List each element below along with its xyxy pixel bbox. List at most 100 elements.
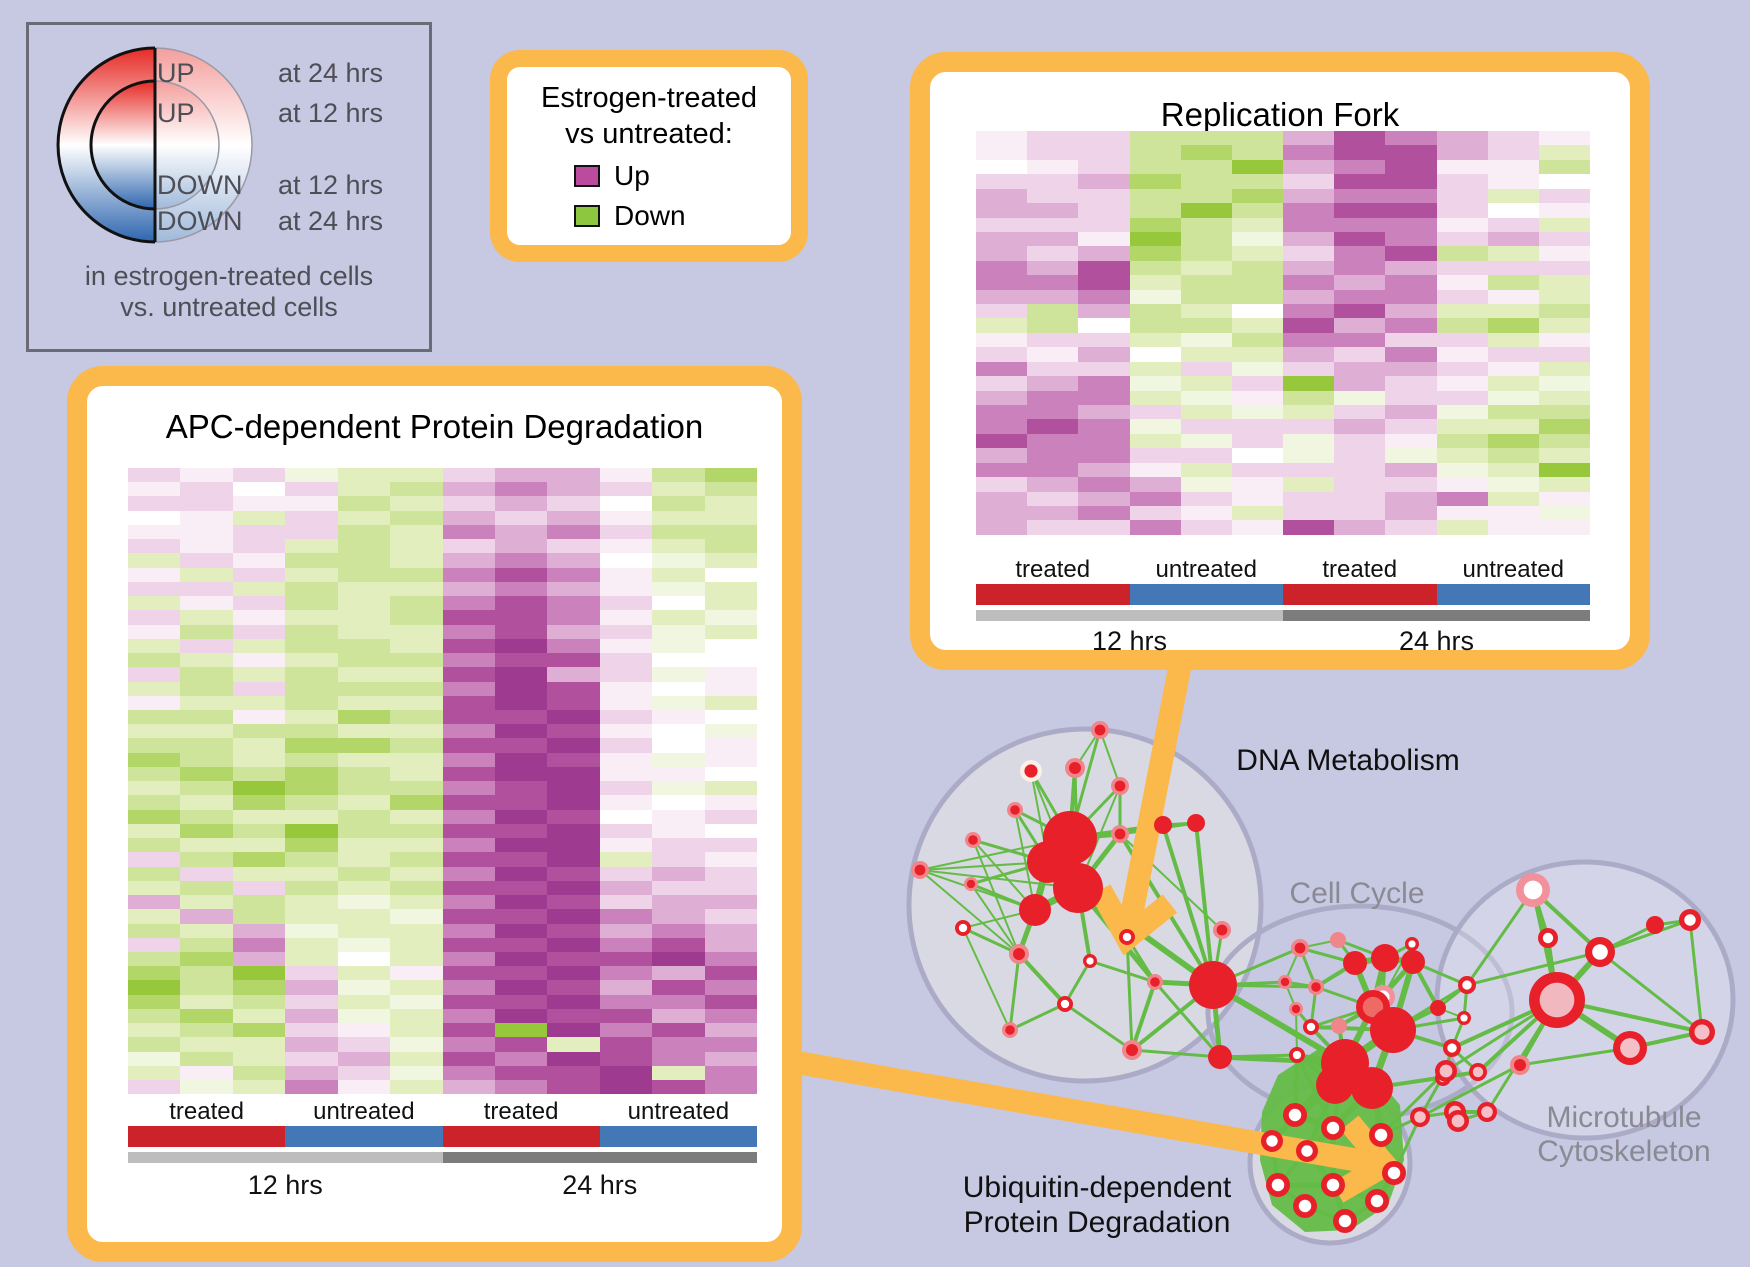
network-edge <box>962 927 1011 1031</box>
network-edge <box>1304 1062 1348 1152</box>
network-node <box>1369 1123 1393 1147</box>
network-node <box>1451 1114 1465 1128</box>
down-color-swatch-icon <box>574 205 600 227</box>
apc-time-labels: 12 hrs 24 hrs <box>128 1170 757 1201</box>
network-node <box>1122 932 1132 942</box>
network-node <box>1213 921 1231 939</box>
network-edge <box>1341 1059 1376 1092</box>
network-node <box>1024 764 1038 778</box>
network-edge <box>1309 986 1318 1028</box>
network-node <box>1321 1173 1345 1197</box>
replication-fork-title: Replication Fork <box>1160 96 1400 133</box>
network-edge <box>1384 955 1414 965</box>
network-edge <box>1485 999 1559 1113</box>
network-edge <box>1384 942 1413 960</box>
network-node <box>966 879 976 889</box>
replication-fork-heatmap <box>976 131 1591 535</box>
network-edge <box>972 839 1020 955</box>
network-edge <box>1219 1053 1298 1059</box>
network-node <box>1438 1073 1448 1083</box>
network-edge <box>972 838 1049 864</box>
network-edge <box>1154 979 1214 988</box>
network-node <box>1311 982 1321 992</box>
network-edge <box>1330 1184 1348 1222</box>
network-edge <box>1462 984 1469 1019</box>
arrow-shaft <box>1118 663 1192 925</box>
network-edge <box>1293 1083 1337 1117</box>
network-edge <box>1293 1054 1299 1116</box>
network-edge <box>1074 729 1101 769</box>
network-node <box>1189 961 1237 1009</box>
network-edge <box>1371 1076 1444 1090</box>
network-edge <box>1370 1004 1396 1033</box>
up-label: Up <box>614 160 650 191</box>
updown-row-time: at 12 hrs <box>278 170 384 200</box>
network-edge <box>1382 943 1413 998</box>
network-node <box>1333 1209 1357 1233</box>
network-node <box>1326 1178 1340 1192</box>
network-edge <box>970 883 1020 955</box>
updown-row-time: at 24 hrs <box>278 206 384 236</box>
apc-title: APC-dependent Protein Degradation <box>165 408 704 445</box>
network-edge <box>1304 1149 1336 1187</box>
network-edge <box>1556 998 1703 1034</box>
network-edge <box>1076 887 1092 962</box>
network-edge <box>1441 1047 1454 1079</box>
network-node <box>1283 1103 1307 1127</box>
network-edge <box>1381 961 1415 998</box>
network-node <box>1679 909 1701 931</box>
network-edge <box>972 839 1036 911</box>
network-node <box>1410 1107 1430 1127</box>
network-edge <box>1314 961 1357 989</box>
network-node <box>1646 916 1664 934</box>
network-node <box>1301 1145 1313 1157</box>
network-node <box>1019 894 1051 926</box>
network-node <box>1460 1014 1468 1022</box>
12hr-bar <box>976 610 1283 621</box>
rf-time-bars <box>976 610 1590 621</box>
network-node <box>1376 990 1390 1004</box>
network-node <box>1308 979 1324 995</box>
network-edge <box>1030 770 1079 889</box>
network-edge <box>1338 1005 1374 1028</box>
network-node <box>1477 1102 1497 1122</box>
arrow-head-icon <box>1090 884 1178 956</box>
network-node <box>1321 1039 1369 1087</box>
network-edge <box>1013 809 1050 863</box>
network-edge <box>1076 886 1157 984</box>
network-edge <box>1337 938 1386 960</box>
network-edge <box>1337 1025 1347 1064</box>
network-edge <box>1457 1110 1488 1123</box>
network-node <box>1083 954 1097 968</box>
network-edge <box>1069 823 1164 840</box>
network-node <box>1370 1194 1384 1208</box>
network-edge <box>1068 729 1102 839</box>
network-node <box>1122 1040 1142 1060</box>
network-node <box>1154 816 1172 834</box>
network-node <box>1293 1194 1317 1218</box>
network-edge <box>1068 767 1077 839</box>
network-node <box>1585 937 1615 967</box>
network-edge <box>1299 946 1356 965</box>
network-edge <box>1465 889 1535 986</box>
network-edge <box>1390 961 1416 1031</box>
network-node <box>1374 1128 1388 1142</box>
network-edge <box>1162 821 1197 827</box>
rf-group-label: treated <box>1015 556 1091 583</box>
network-edge <box>1332 1182 1378 1204</box>
network-node <box>1458 976 1476 994</box>
network-edge <box>1296 1053 1346 1065</box>
apc-degradation-panel: APC-dependent Protein Degradation treate… <box>67 366 802 1262</box>
network-node <box>1370 1007 1416 1053</box>
network-edge <box>1629 1030 1703 1050</box>
rf-group-label: untreated <box>1155 556 1257 583</box>
network-node <box>1280 977 1290 987</box>
network-edge <box>1381 957 1387 998</box>
updown-row-label: UP <box>157 58 195 88</box>
up-color-swatch-icon <box>574 165 600 187</box>
arrow-head-icon <box>1331 1115 1403 1203</box>
down-label: Down <box>614 200 686 231</box>
network-edge <box>1368 1028 1397 1090</box>
network-edge <box>1343 1199 1379 1223</box>
cluster-label: Cytoskeleton <box>1537 1135 1710 1168</box>
